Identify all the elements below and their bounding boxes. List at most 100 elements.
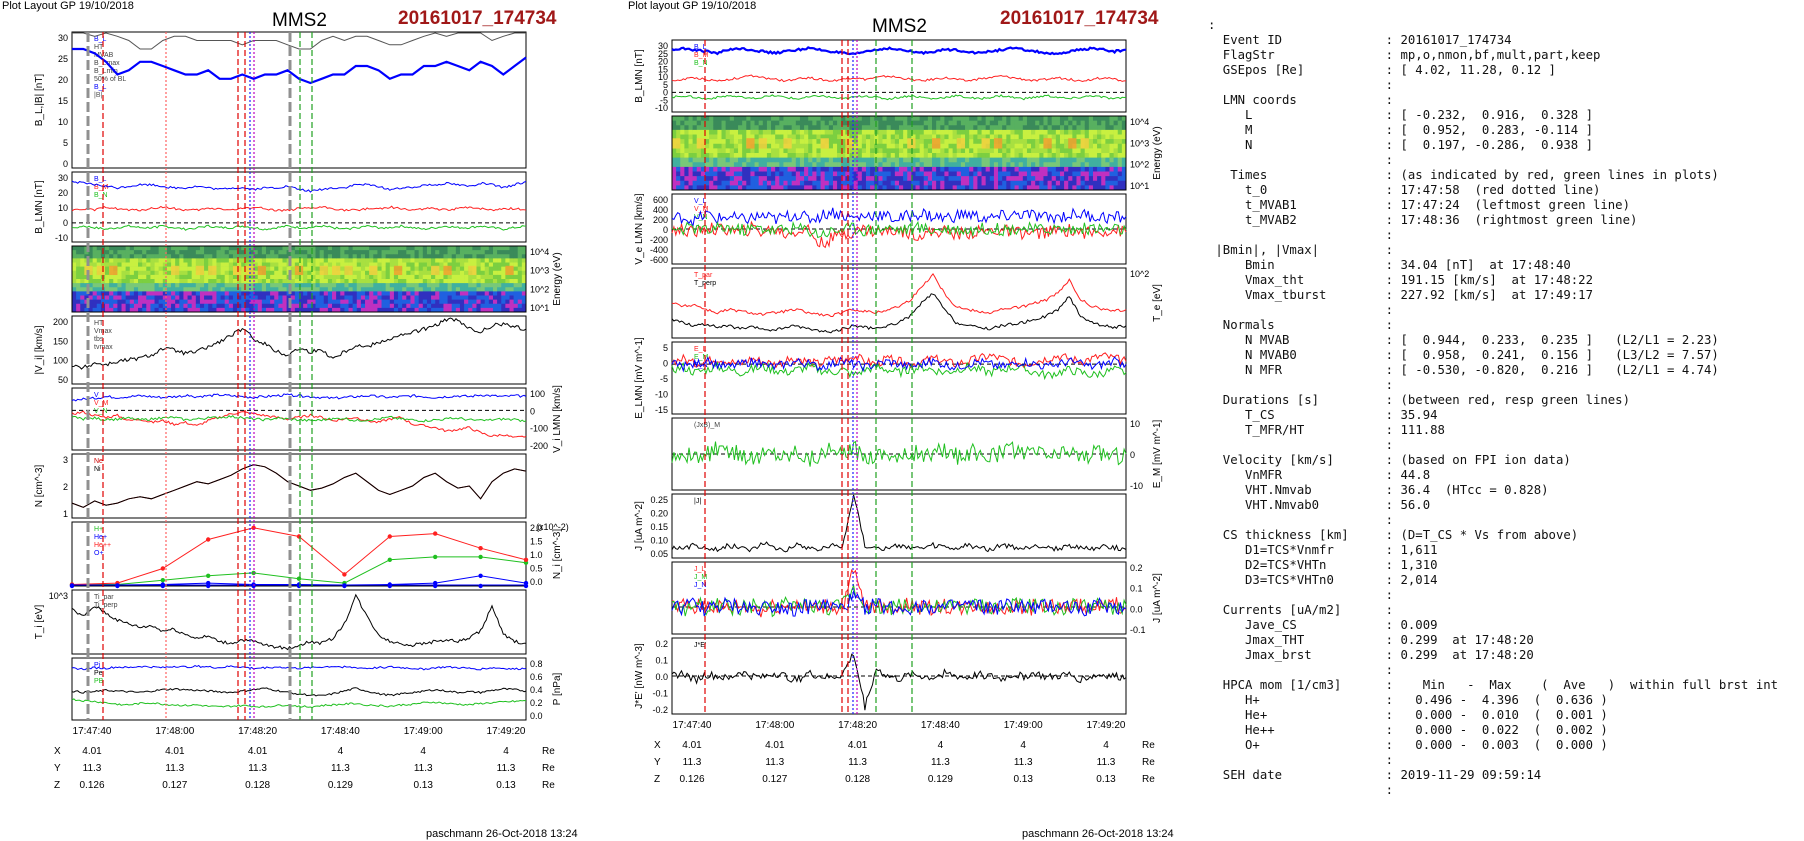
spectrogram-cell [713, 162, 718, 168]
spectrogram-cell [220, 258, 226, 263]
spectrogram-cell [497, 246, 502, 251]
spectrogram-cell [804, 148, 809, 154]
spectrogram-cell [414, 287, 419, 292]
spectrogram-cell [717, 185, 722, 191]
spectrogram-cell [517, 307, 523, 313]
spectrogram-cell [146, 274, 151, 280]
spectrogram-cell [142, 266, 147, 272]
panel-frame [71, 453, 527, 519]
spectrogram-cell [282, 287, 287, 292]
spectrogram-cell [721, 116, 726, 121]
spectrogram-cell [684, 116, 689, 121]
spectrogram-cell [410, 262, 415, 267]
spectrogram-cell [696, 153, 702, 158]
spectrogram-cell [513, 303, 519, 309]
spectrogram-cell [787, 157, 792, 163]
spectrogram-cell [684, 180, 689, 186]
spectrogram-cell [484, 258, 490, 263]
spectrogram-cell [505, 295, 510, 300]
spectrogram-cell [705, 120, 710, 126]
spectrogram-cell [841, 129, 846, 135]
spectrogram-cell [956, 134, 962, 140]
spectrogram-cell [1022, 134, 1028, 140]
spectrogram-cell [775, 129, 780, 135]
spectrogram-cell [257, 303, 263, 309]
spectrogram-cell [109, 254, 114, 259]
spectrogram-cell [245, 295, 250, 300]
spectrogram-cell [265, 307, 271, 313]
spectrogram-cell [787, 171, 792, 177]
spectrogram-cell [142, 246, 147, 251]
spectrogram-cell [960, 116, 966, 121]
spectrogram-cell [166, 279, 172, 284]
spectrogram-cell [944, 125, 949, 131]
spectrogram-cell [882, 162, 887, 168]
spectrogram-cell [845, 153, 850, 158]
spectrogram-cell [146, 262, 151, 267]
spectrogram-cell [1101, 166, 1106, 172]
spectrogram-cell [241, 303, 246, 309]
spectrogram-cell [422, 303, 428, 309]
spectrogram-cell [232, 250, 238, 255]
spectrogram-cell [228, 303, 234, 309]
spectrogram-cell [232, 295, 238, 300]
left-event-id: 20161017_174734 [398, 8, 557, 29]
spectrogram-cell [290, 299, 296, 305]
spectrogram-cell [1121, 176, 1127, 182]
axis-tick-label: 10^4 [530, 247, 549, 257]
spectrogram-cell [501, 258, 506, 263]
spectrogram-cell [713, 134, 718, 140]
spectrogram-cell [282, 250, 287, 255]
spectrogram-cell [927, 176, 933, 182]
spectrogram-cell [1121, 116, 1127, 121]
spectrogram-cell [672, 185, 677, 191]
spectrogram-cell [332, 254, 337, 259]
spectrogram-cell [241, 274, 246, 280]
spectrogram-cell [455, 254, 461, 259]
spectrogram-cell [824, 185, 830, 191]
spectrogram-cell [270, 262, 275, 267]
spectrogram-cell [158, 258, 164, 263]
spectrogram-cell [911, 120, 916, 126]
spectrogram-cell [870, 185, 875, 191]
spectrogram-cell [352, 279, 358, 284]
spectrogram-cell [179, 295, 184, 300]
spectrogram-cell [480, 287, 486, 292]
spectrogram-cell [480, 254, 486, 259]
axis-tick-label: 5 [663, 343, 668, 353]
spectrogram-cell [882, 129, 887, 135]
spectrogram-cell [775, 162, 780, 168]
spectrogram-cell [960, 162, 966, 168]
spectrogram-cell [993, 166, 999, 172]
spectrogram-cell [692, 176, 698, 182]
spectrogram-cell [468, 307, 473, 313]
spectrogram-cell [1084, 176, 1090, 182]
spectrogram-cell [348, 250, 353, 255]
spectrogram-hot-cell [783, 138, 792, 149]
ephemeris-row-label: X [54, 746, 61, 757]
spectrogram-cell [125, 274, 131, 280]
spectrogram-cell [1064, 129, 1069, 135]
spectrogram-cell [779, 176, 784, 182]
spectrogram-cell [1002, 148, 1007, 154]
spectrogram-cell [705, 116, 710, 121]
spectrogram-cell [993, 171, 999, 177]
spectrogram-cell [923, 166, 929, 172]
spectrogram-cell [783, 162, 788, 168]
spectrogram-cell [381, 258, 386, 263]
time-tick-label: 17:49:20 [1087, 720, 1126, 731]
spectrogram-cell [113, 303, 118, 309]
spectrogram-cell [220, 307, 226, 313]
spectrogram-cell [907, 171, 912, 177]
spectrogram-cell [220, 279, 226, 284]
spectrogram-cell [459, 287, 465, 292]
spectrogram-cell [220, 287, 226, 292]
spectrogram-cell [105, 266, 110, 272]
spectrogram-cell [323, 307, 329, 313]
spectrogram-cell [940, 176, 945, 182]
spectrogram-cell [332, 250, 337, 255]
spectrogram-cell [1080, 116, 1086, 121]
spectrogram-cell [940, 143, 945, 149]
spectrogram-hot-cell [245, 265, 254, 276]
spectrogram-cell [965, 153, 970, 158]
